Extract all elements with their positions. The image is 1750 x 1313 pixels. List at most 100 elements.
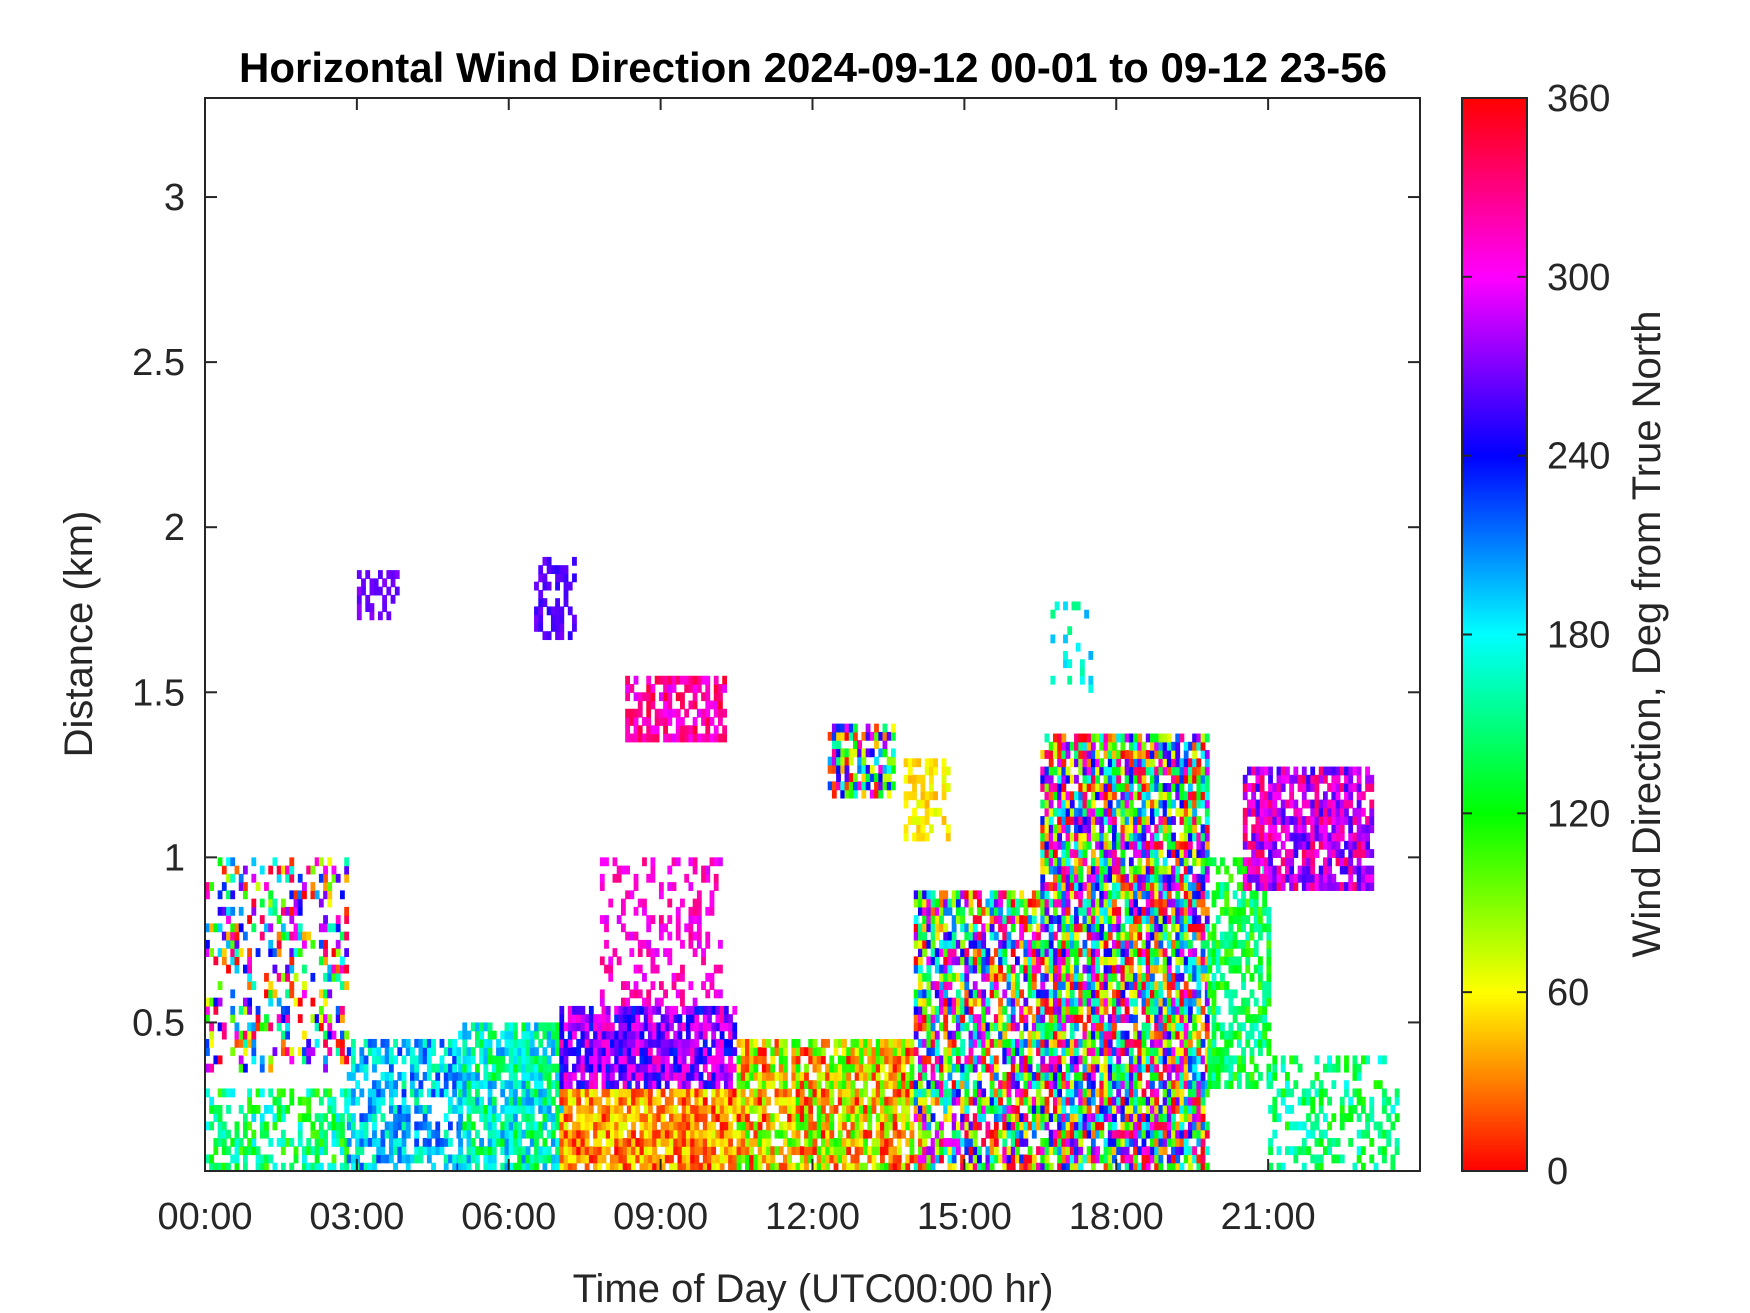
heatmap-cell bbox=[1133, 1005, 1138, 1015]
heatmap-cell bbox=[1040, 816, 1046, 825]
heatmap-cell bbox=[1044, 972, 1050, 982]
heatmap-cell bbox=[1150, 1055, 1155, 1065]
heatmap-cell bbox=[234, 1146, 240, 1156]
heatmap-cell bbox=[563, 1104, 569, 1114]
heatmap-cell bbox=[323, 873, 328, 883]
heatmap-cell bbox=[276, 997, 282, 1007]
heatmap-cell bbox=[631, 1137, 636, 1147]
heatmap-cell bbox=[310, 972, 316, 982]
heatmap-cell bbox=[947, 1030, 953, 1040]
heatmap-cell bbox=[728, 1022, 733, 1032]
heatmap-cell bbox=[1192, 882, 1198, 891]
heatmap-cell bbox=[951, 931, 957, 941]
heatmap-cell bbox=[690, 1071, 695, 1081]
heatmap-cell bbox=[1133, 1014, 1138, 1024]
heatmap-cell bbox=[1145, 997, 1151, 1007]
heatmap-cell bbox=[718, 939, 723, 949]
heatmap-cell bbox=[1040, 865, 1046, 875]
heatmap-cell bbox=[555, 1088, 560, 1098]
heatmap-cell bbox=[939, 1121, 944, 1131]
heatmap-cell bbox=[500, 1030, 506, 1040]
heatmap-cell bbox=[555, 1071, 560, 1081]
heatmap-cell bbox=[905, 1096, 911, 1106]
heatmap-cell bbox=[496, 1113, 501, 1123]
heatmap-cell bbox=[799, 1080, 805, 1090]
heatmap-cell bbox=[829, 1146, 835, 1156]
heatmap-cell bbox=[943, 948, 949, 957]
heatmap-cell bbox=[951, 923, 957, 933]
heatmap-cell bbox=[675, 931, 681, 941]
heatmap-cell bbox=[1120, 750, 1126, 759]
heatmap-cell bbox=[462, 1030, 468, 1040]
heatmap-cell bbox=[1158, 1121, 1164, 1131]
heatmap-cell bbox=[892, 1047, 898, 1057]
heatmap-cell bbox=[483, 1055, 489, 1065]
heatmap-cell bbox=[685, 1121, 691, 1131]
heatmap-cell bbox=[1040, 1030, 1046, 1040]
heatmap-cell bbox=[989, 1063, 995, 1073]
heatmap-cell bbox=[816, 1055, 822, 1065]
heatmap-cell bbox=[280, 1162, 286, 1171]
heatmap-cell bbox=[496, 1038, 501, 1048]
heatmap-cell bbox=[487, 1022, 493, 1032]
heatmap-cell bbox=[504, 1137, 510, 1147]
heatmap-cell bbox=[422, 1104, 428, 1114]
heatmap-cell bbox=[646, 948, 652, 957]
heatmap-cell bbox=[1192, 1096, 1198, 1106]
heatmap-cell bbox=[1095, 774, 1100, 784]
heatmap-cell bbox=[972, 1063, 978, 1073]
heatmap-cell bbox=[896, 1047, 902, 1057]
heatmap-cell bbox=[685, 1137, 691, 1147]
heatmap-cell bbox=[1040, 882, 1046, 891]
heatmap-cell bbox=[491, 1063, 497, 1073]
heatmap-cell bbox=[757, 1080, 763, 1090]
heatmap-cell bbox=[1175, 1080, 1181, 1090]
heatmap-cell bbox=[951, 1121, 957, 1131]
heatmap-cell bbox=[875, 1146, 881, 1156]
heatmap-cell bbox=[998, 1014, 1003, 1024]
heatmap-cell bbox=[947, 997, 953, 1007]
heatmap-cell bbox=[226, 1088, 231, 1098]
heatmap-cell bbox=[1120, 1071, 1126, 1081]
heatmap-cell bbox=[1158, 1146, 1164, 1156]
heatmap-cell bbox=[955, 1121, 961, 1131]
heatmap-cell bbox=[1112, 898, 1117, 908]
heatmap-cell bbox=[705, 865, 711, 875]
heatmap-cell bbox=[1116, 882, 1122, 891]
heatmap-cell bbox=[656, 1022, 662, 1032]
heatmap-cell bbox=[1057, 1146, 1063, 1156]
heatmap-cell bbox=[388, 1047, 394, 1057]
heatmap-cell bbox=[671, 857, 677, 867]
heatmap-cell bbox=[1090, 989, 1096, 999]
heatmap-cell bbox=[1090, 816, 1096, 825]
heatmap-cell bbox=[251, 1022, 257, 1032]
heatmap-cell bbox=[635, 1071, 641, 1081]
heatmap-cell bbox=[1061, 865, 1067, 875]
heatmap-cell bbox=[1179, 849, 1185, 858]
heatmap-cell bbox=[546, 1088, 552, 1098]
heatmap-cell bbox=[723, 1113, 729, 1123]
heatmap-cell bbox=[405, 1129, 411, 1139]
heatmap-cell bbox=[858, 1038, 864, 1048]
heatmap-cell bbox=[1162, 1005, 1168, 1015]
heatmap-cell bbox=[1036, 1022, 1041, 1032]
heatmap-cell bbox=[715, 1022, 721, 1032]
heatmap-cell bbox=[635, 1113, 641, 1123]
heatmap-cell bbox=[702, 1154, 708, 1164]
heatmap-cell bbox=[1036, 1038, 1041, 1048]
heatmap-cell bbox=[825, 1071, 830, 1081]
heatmap-cell bbox=[774, 1088, 780, 1098]
heatmap-cell bbox=[614, 1005, 620, 1015]
heatmap-cell bbox=[534, 1055, 539, 1065]
heatmap-cell bbox=[761, 1096, 767, 1106]
heatmap-cell bbox=[1124, 873, 1130, 883]
heatmap-cell bbox=[652, 1038, 658, 1048]
heatmap-cell bbox=[372, 1063, 377, 1073]
heatmap-cell bbox=[264, 1154, 269, 1164]
heatmap-cell bbox=[1086, 873, 1092, 883]
heatmap-cell bbox=[1171, 972, 1176, 982]
heatmap-cell bbox=[926, 981, 932, 991]
heatmap-cell bbox=[1175, 948, 1181, 957]
heatmap-cell bbox=[1166, 1080, 1172, 1090]
heatmap-cell bbox=[251, 1104, 257, 1114]
